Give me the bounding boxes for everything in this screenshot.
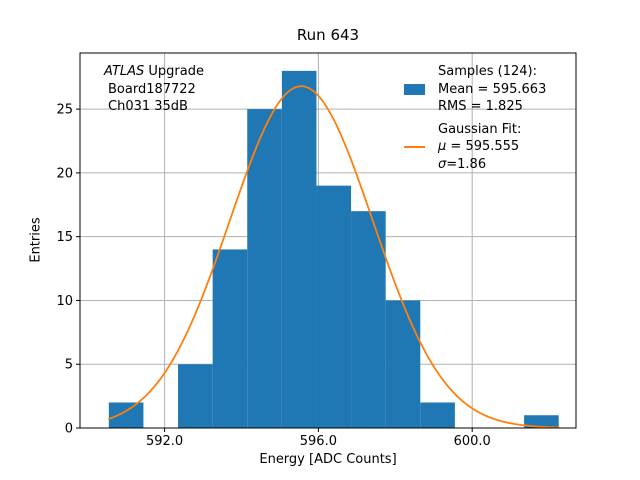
histogram-bar — [385, 300, 421, 428]
legend-fit-header: Gaussian Fit: — [438, 121, 522, 137]
annotation-experiment-line: ATLAS Upgrade — [104, 63, 204, 81]
legend-row-samples-header: Samples (124): — [404, 63, 546, 81]
y-tick-label: 25 — [56, 103, 73, 118]
histogram-bar — [108, 402, 144, 428]
histogram-bar — [247, 109, 282, 429]
legend-row-mean: Mean = 595.663 — [404, 81, 546, 99]
legend-mean: Mean = 595.663 — [438, 81, 547, 97]
histogram-bar — [316, 185, 352, 428]
legend-row-sigma: σ=1.86 — [404, 156, 546, 174]
legend: Samples (124): Mean = 595.663 RMS = 1.82… — [404, 63, 546, 173]
axes-spines — [79, 52, 577, 429]
annotation-experiment-suffix: Upgrade — [144, 64, 204, 79]
y-tick-label: 5 — [65, 358, 73, 373]
annotation-board: Board187722 — [108, 81, 196, 97]
histogram-bar — [281, 70, 317, 428]
x-tick-label: 596.0 — [300, 434, 337, 449]
annotation-experiment: ATLAS — [104, 64, 145, 79]
y-tick-label: 20 — [56, 166, 73, 181]
x-tick-label: 600.0 — [454, 434, 491, 449]
histogram-bar — [212, 249, 248, 428]
histogram-bar — [178, 364, 213, 428]
y-axis-label: Entries — [28, 217, 44, 263]
y-tick-label: 15 — [56, 230, 73, 245]
legend-rms: RMS = 1.825 — [438, 99, 523, 115]
histogram-bar — [420, 402, 455, 428]
legend-handle — [404, 145, 438, 148]
annotation-block: ATLAS Upgrade Board187722 Ch031 35dB — [104, 63, 204, 116]
legend-row-fit-header: Gaussian Fit: — [404, 121, 546, 139]
gaussian-fit-curve — [107, 85, 560, 429]
legend-row-mu: μ = 595.555 — [404, 138, 546, 156]
gaussian-fit-swatch-icon — [404, 145, 425, 148]
legend-samples-header: Samples (124): — [438, 64, 537, 80]
x-tick-label: 592.0 — [146, 434, 183, 449]
histogram-bar — [524, 415, 559, 428]
legend-handle — [404, 83, 438, 95]
x-axis-label: Energy [ADC Counts] — [259, 452, 397, 467]
legend-mu: μ = 595.555 — [438, 139, 520, 155]
y-tick-label: 10 — [56, 294, 73, 309]
y-tick-label: 0 — [65, 422, 73, 437]
legend-sigma: σ=1.86 — [438, 156, 487, 172]
histogram-swatch-icon — [404, 83, 425, 95]
chart-title: Run 643 — [296, 26, 360, 44]
histogram-bar — [351, 211, 386, 428]
annotation-channel: Ch031 35dB — [108, 99, 188, 114]
legend-row-rms: RMS = 1.825 — [404, 98, 546, 116]
